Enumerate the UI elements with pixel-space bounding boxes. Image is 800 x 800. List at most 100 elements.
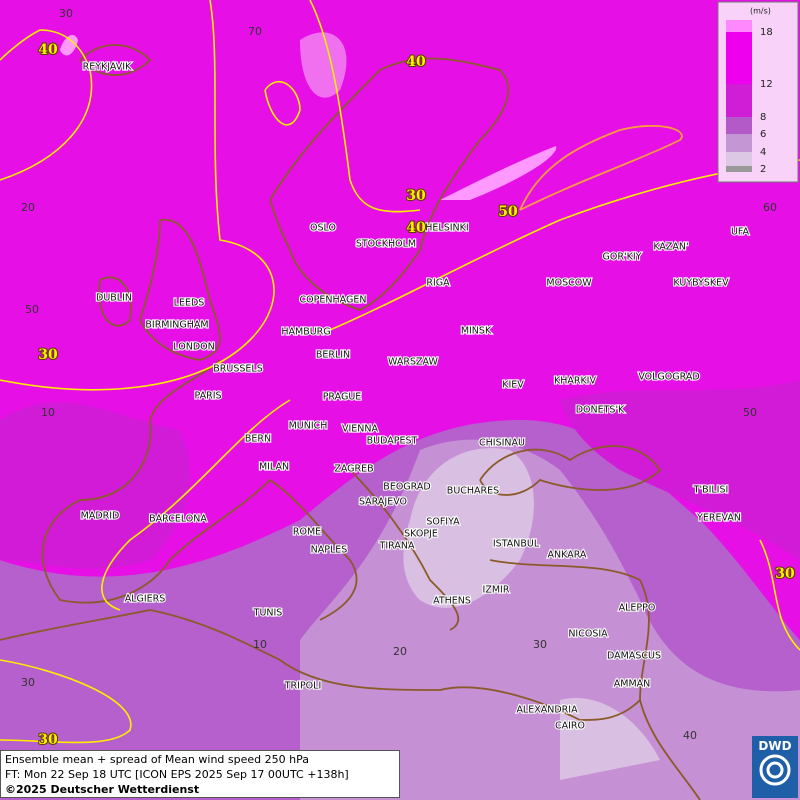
grid-label: 30 <box>59 7 73 20</box>
city-label: BARCELONA <box>149 514 207 525</box>
footer-line: Ensemble mean + spread of Mean wind spee… <box>5 753 309 766</box>
grid-label: 10 <box>253 638 267 651</box>
contours <box>0 0 800 744</box>
contour-50 <box>519 124 683 211</box>
legend: (m/s) 18 12 8 6 4 2 <box>717 1 799 183</box>
grid-label: 60 <box>763 201 777 214</box>
contour-label: 40 <box>406 54 426 70</box>
city-label: KIEV <box>502 380 524 391</box>
city-label: TIRANA <box>379 541 415 552</box>
legend-swatch <box>726 152 752 169</box>
grid-label: 50 <box>743 406 757 419</box>
field-high <box>440 146 557 200</box>
city-label: CHISINAU <box>479 438 525 449</box>
city-label: MILAN <box>259 462 289 473</box>
city-label: ANKARA <box>548 550 587 561</box>
city-label: YEREVAN <box>696 513 741 524</box>
footer: Ensemble mean + spread of Mean wind spee… <box>0 750 400 798</box>
city-label: UFA <box>731 227 750 238</box>
city-label: REYKJAVIK <box>83 62 132 73</box>
city-label: NICOSIA <box>568 629 608 640</box>
field-lowest <box>403 448 534 608</box>
city-label: OSLO <box>310 223 336 234</box>
city-label: BUCHARES <box>447 486 499 497</box>
city-label: SKOPJE <box>404 529 438 540</box>
city-label: T'BILISI <box>693 485 729 496</box>
footer-line: FT: Mon 22 Sep 18 UTC [ICON EPS 2025 Sep… <box>5 768 349 781</box>
city-label: ROME <box>293 527 321 538</box>
field-mid <box>560 380 800 560</box>
coastlines <box>0 44 701 800</box>
legend-label: 8 <box>760 112 766 123</box>
legend-swatch <box>726 84 752 117</box>
city-label: CAIRO <box>555 721 585 732</box>
city-label: KUYBYSKEV <box>673 278 729 289</box>
city-label: SARAJEVO <box>359 497 407 508</box>
grid-label: 70 <box>248 25 262 38</box>
city-label: AMMAN <box>614 679 651 690</box>
city-label: PARIS <box>194 391 221 402</box>
contour-label: 30 <box>38 347 58 363</box>
city-label: HAMBURG <box>281 327 330 338</box>
city-label: MUNICH <box>289 421 328 432</box>
legend-label: 12 <box>760 79 773 90</box>
city-label: DONETS'K <box>576 405 625 416</box>
field-mid <box>0 402 190 569</box>
city-label: BERN <box>245 434 271 445</box>
city-label: KHARKIV <box>554 376 597 387</box>
city-label: BRUSSELS <box>213 364 262 375</box>
grid-label: 20 <box>21 201 35 214</box>
legend-swatch <box>726 20 752 32</box>
city-label: STOCKHOLM <box>356 239 416 250</box>
city-label: ALEXANDRIA <box>516 705 578 716</box>
legend-swatch <box>726 166 752 172</box>
grid-label: 30 <box>533 638 547 651</box>
legend-label: 4 <box>760 147 766 158</box>
grid-label: 30 <box>21 676 35 689</box>
city-label: TRIPOLI <box>284 681 322 692</box>
city-label: PRAGUE <box>323 392 362 403</box>
contour-label: 50 <box>498 204 518 220</box>
city-label: ALGIERS <box>125 594 166 605</box>
logo: DWD <box>752 736 798 798</box>
grid-label: 50 <box>25 303 39 316</box>
contour-label: 40 <box>38 42 58 58</box>
grid-label: 20 <box>393 645 407 658</box>
field-high <box>60 35 78 56</box>
city-label: VIENNA <box>342 424 379 435</box>
city-label: LEEDS <box>174 298 205 309</box>
city-label: VOLGOGRAD <box>638 372 699 383</box>
logo-icon <box>759 754 791 786</box>
legend-unit: (m/s) <box>750 7 771 16</box>
city-label: RIGA <box>426 278 450 289</box>
city-label: TUNIS <box>253 608 283 619</box>
city-label: ALEPPO <box>619 603 656 614</box>
grid-label: 10 <box>41 406 55 419</box>
legend-label: 6 <box>760 129 766 140</box>
city-label: MOSCOW <box>546 278 592 289</box>
city-label: BEOGRAD <box>383 482 430 493</box>
logo-text: DWD <box>758 739 792 753</box>
city-label: MADRID <box>81 511 120 522</box>
footer-line: ©2025 Deutscher Wetterdienst <box>5 783 200 796</box>
city-label: KAZAN' <box>653 242 688 253</box>
city-label: BUDAPEST <box>367 436 418 447</box>
legend-swatch <box>726 134 752 152</box>
city-label: LONDON <box>173 342 214 353</box>
city-label: ZAGREB <box>334 464 373 475</box>
field-lowest <box>560 698 660 780</box>
legend-swatch <box>726 32 752 84</box>
city-label: COPENHAGEN <box>300 295 367 306</box>
city-label: BIRMINGHAM <box>145 320 208 331</box>
legend-label: 18 <box>760 27 773 38</box>
grid-label: 40 <box>683 729 697 742</box>
contour-label: 30 <box>38 732 58 748</box>
city-label: NAPLES <box>311 545 348 556</box>
city-label: IZMIR <box>483 585 510 596</box>
city-label: ATHENS <box>433 596 471 607</box>
legend-label: 2 <box>760 164 766 175</box>
city-label: BERLIN <box>316 350 350 361</box>
contour-label: 30 <box>406 188 426 204</box>
